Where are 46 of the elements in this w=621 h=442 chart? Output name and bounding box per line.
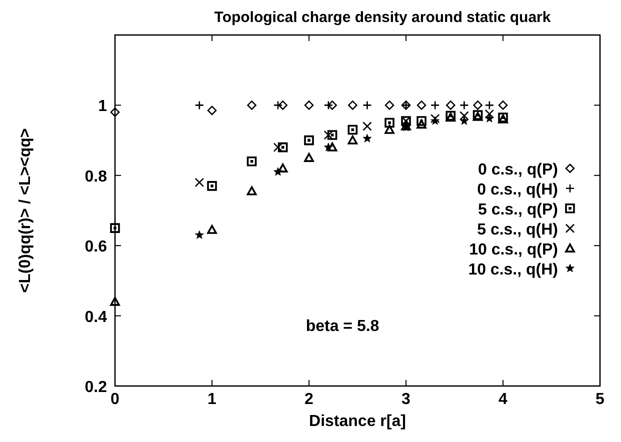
y-tick-label: 0.8 (84, 168, 108, 186)
point (207, 181, 217, 191)
x-tick-label: 2 (304, 391, 314, 408)
point (246, 156, 257, 166)
point (384, 118, 394, 128)
point (460, 116, 469, 125)
point (194, 230, 204, 239)
point (327, 142, 338, 152)
legend-label: 10 c.s., q(H) (468, 261, 558, 278)
point (484, 114, 494, 122)
annotation: beta = 5.8 (306, 318, 380, 335)
point (430, 116, 440, 125)
y-axis-title: <L(0)qq(r)> / <L><qq> (17, 128, 34, 293)
y-tick-label: 0.6 (84, 238, 108, 256)
point (416, 116, 426, 126)
point (304, 135, 314, 146)
x-tick-label: 3 (402, 391, 411, 408)
point (384, 124, 394, 134)
x-tick-label: 1 (208, 391, 217, 408)
x-tick-label: 4 (498, 391, 508, 408)
legend-label: 0 c.s., q(H) (477, 181, 558, 198)
point (362, 134, 372, 142)
point (416, 120, 426, 129)
x-tick-label: 0 (110, 391, 120, 408)
point (110, 223, 120, 233)
legend-label: 0 c.s., q(P) (478, 161, 558, 178)
point (246, 186, 257, 196)
point (304, 152, 314, 162)
point (274, 167, 282, 176)
legend-label: 10 c.s., q(P) (469, 241, 558, 258)
point (348, 124, 358, 135)
chart-title: Topological charge density around static quark (214, 9, 552, 26)
point (278, 142, 288, 152)
point (348, 135, 358, 144)
x-tick-label: 5 (596, 391, 605, 408)
point (324, 142, 333, 152)
point (278, 163, 288, 172)
y-tick-label: 0.4 (84, 308, 108, 326)
point (327, 130, 338, 140)
point (110, 296, 120, 306)
legend-label: 5 c.s., q(P) (478, 201, 558, 218)
legend-label: 5 c.s., q(H) (477, 221, 558, 238)
y-tick-label: 0.2 (84, 379, 108, 396)
point (207, 224, 217, 234)
x-axis-title: Distance r[a] (309, 413, 406, 430)
y-tick-label: 1 (98, 98, 108, 116)
